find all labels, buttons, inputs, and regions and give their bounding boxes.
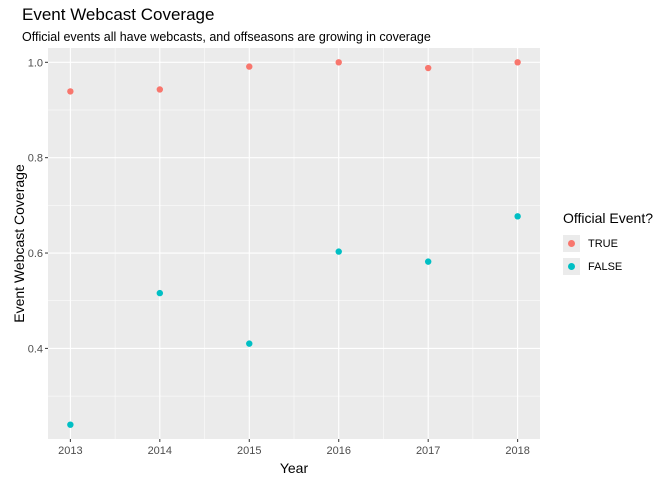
y-axis-title: Event Webcast Coverage [11,164,27,323]
legend-key-true [563,235,580,252]
data-point-true-2014 [156,86,164,93]
x-axis-ticks: 2013 2014 2015 2016 2017 2018 [58,439,530,457]
legend-title: Official Event? [563,210,654,226]
x-tick-label: 2016 [326,445,350,457]
x-axis-title: Year [280,460,309,476]
legend-dot-false [568,263,575,270]
y-tick-label: 0.6 [28,248,43,260]
data-points [67,59,521,428]
data-point-false-2017 [424,258,432,265]
data-point-true-2018 [514,59,521,66]
legend-key-false [563,258,580,275]
grid-major [48,48,540,439]
data-point-true-2013 [67,88,74,95]
data-point-false-2014 [156,289,164,297]
data-point-false-2013 [67,421,74,428]
chart-title: Event Webcast Coverage [22,5,215,24]
legend: Official Event? TRUE FALSE [563,210,653,278]
x-tick-label: 2013 [58,445,82,457]
legend-item-false: FALSE [563,255,653,278]
legend-label-false: FALSE [588,260,623,273]
chart-subtitle: Official events all have webcasts, and o… [22,30,431,44]
x-tick-label: 2015 [237,445,261,457]
data-point-true-2015 [246,63,253,70]
data-point-false-2016 [335,248,342,255]
grid-minor [48,48,540,439]
data-point-true-2017 [424,64,432,72]
x-tick-label: 2018 [505,445,529,457]
y-axis-ticks: 0.4 0.6 0.8 1.0 [28,57,48,355]
legend-item-true: TRUE [563,232,653,255]
x-tick-label: 2017 [416,445,440,457]
x-tick-label: 2014 [148,445,172,457]
data-point-false-2015 [246,340,253,347]
y-tick-label: 0.4 [28,343,43,355]
y-tick-label: 1.0 [28,57,43,69]
data-point-true-2016 [335,59,342,66]
data-point-false-2018 [514,213,521,220]
legend-dot-true [568,240,575,247]
y-tick-label: 0.8 [28,153,43,165]
legend-label-true: TRUE [588,237,618,250]
